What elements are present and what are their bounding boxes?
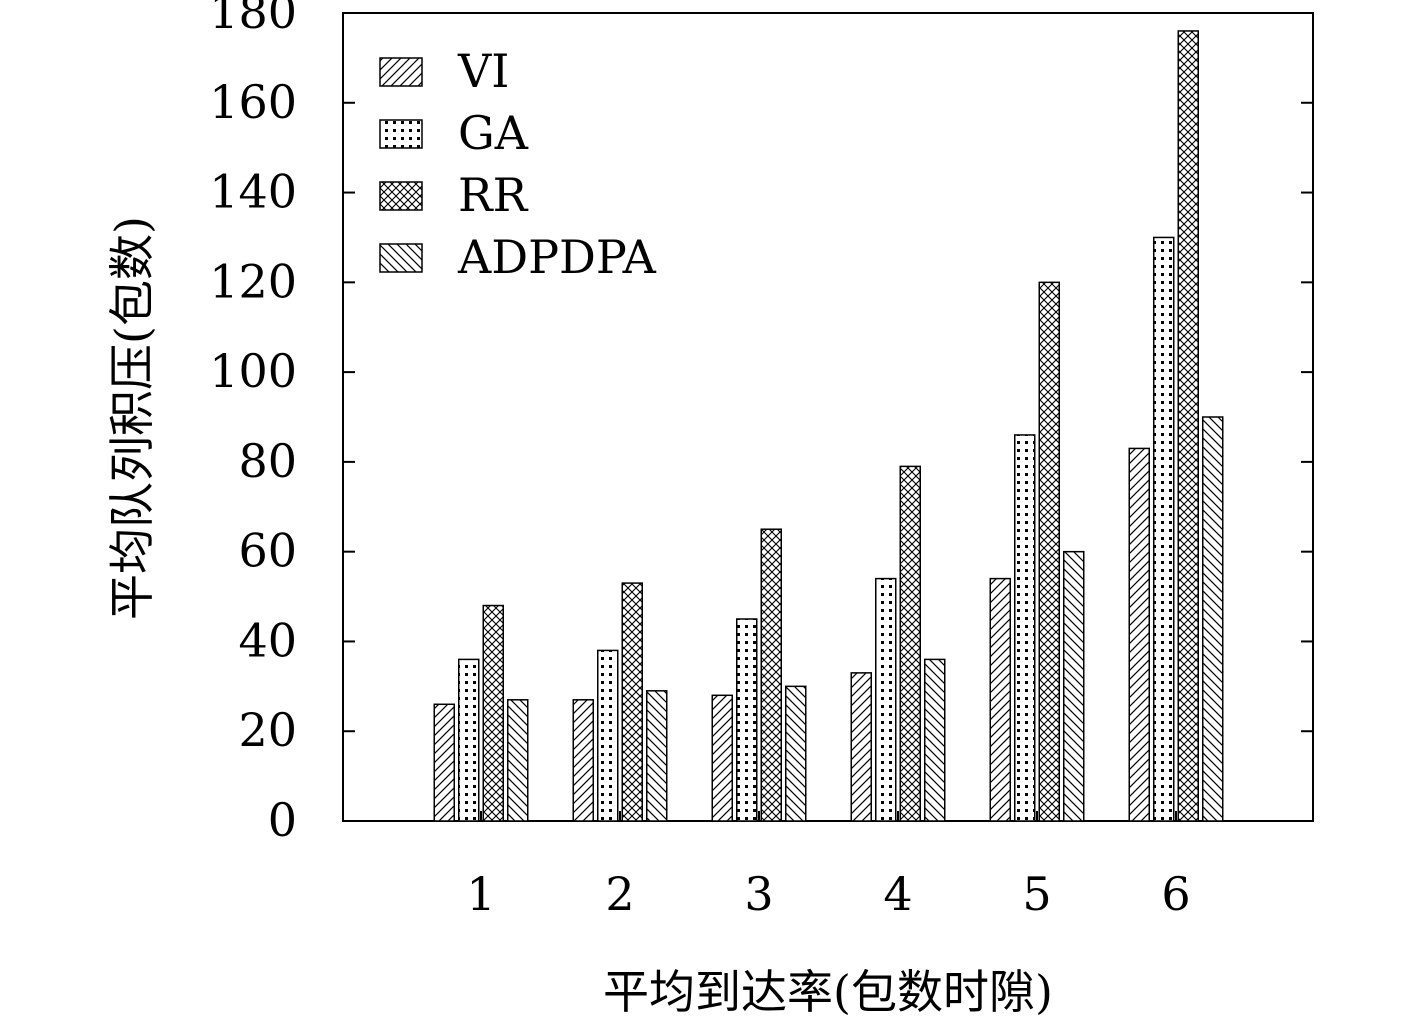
bar-adpdpa-1 bbox=[507, 699, 529, 822]
bar-adpdpa-6 bbox=[1202, 416, 1224, 822]
bar-vi-3 bbox=[711, 694, 733, 822]
bar-rr-5 bbox=[1038, 281, 1060, 822]
bar-vi-2 bbox=[572, 699, 594, 822]
x-tick-label: 4 bbox=[883, 867, 912, 921]
bars bbox=[433, 30, 1224, 822]
bar-ga-1 bbox=[458, 658, 480, 822]
bar-adpdpa-5 bbox=[1063, 550, 1085, 822]
legend-swatch-vi bbox=[379, 57, 423, 87]
bar-vi-4 bbox=[850, 672, 872, 822]
x-tick-label: 1 bbox=[466, 867, 495, 921]
y-axis-label: 平均队列积压(包数) bbox=[105, 216, 159, 620]
y-tick-label: 80 bbox=[238, 434, 297, 488]
bar-rr-4 bbox=[899, 465, 921, 822]
y-tick-label: 120 bbox=[209, 254, 297, 308]
legend-label-vi: VI bbox=[457, 44, 509, 98]
legend-swatch-adpdpa bbox=[379, 243, 423, 273]
bar-vi-1 bbox=[433, 703, 455, 822]
y-tick-label: 140 bbox=[209, 165, 297, 219]
bar-vi-6 bbox=[1128, 447, 1150, 822]
plot-frame bbox=[342, 12, 1314, 822]
legend-label-adpdpa: ADPDPA bbox=[457, 230, 657, 284]
bar-rr-1 bbox=[482, 604, 504, 822]
y-tick-label: 40 bbox=[238, 613, 297, 667]
legend: VI GA RR ADPDPA bbox=[379, 44, 657, 284]
x-tick-label: 6 bbox=[1161, 867, 1190, 921]
bar-rr-3 bbox=[760, 528, 782, 822]
legend-label-rr: RR bbox=[458, 168, 529, 222]
bar-rr-2 bbox=[621, 582, 643, 822]
y-tick-label: 180 bbox=[209, 0, 297, 39]
y-tick-label: 0 bbox=[268, 793, 297, 847]
y-tick-label: 160 bbox=[209, 75, 297, 129]
bar-adpdpa-4 bbox=[924, 658, 946, 822]
bar-ga-2 bbox=[597, 649, 619, 822]
y-axis: 0 20 40 60 80 100 120 140 160 180 bbox=[209, 0, 1313, 847]
bar-ga-4 bbox=[875, 577, 897, 822]
x-tick-label: 5 bbox=[1022, 867, 1051, 921]
legend-label-ga: GA bbox=[458, 106, 529, 160]
bar-vi-5 bbox=[989, 577, 1011, 822]
bar-adpdpa-3 bbox=[785, 685, 807, 822]
bar-rr-6 bbox=[1177, 30, 1199, 822]
y-tick-label: 20 bbox=[238, 703, 297, 757]
x-tick-label: 2 bbox=[605, 867, 634, 921]
bar-ga-5 bbox=[1014, 434, 1036, 822]
bar-ga-3 bbox=[736, 618, 758, 822]
legend-swatch-rr bbox=[379, 181, 423, 211]
bar-ga-6 bbox=[1153, 236, 1175, 822]
x-axis-label: 平均到达率(包数时隙) bbox=[603, 965, 1053, 1019]
x-tick-label: 3 bbox=[744, 867, 773, 921]
y-tick-label: 60 bbox=[238, 524, 297, 578]
y-tick-label: 100 bbox=[209, 344, 297, 398]
x-axis: 1 2 3 4 5 6 bbox=[466, 811, 1191, 921]
legend-swatch-ga bbox=[379, 119, 423, 149]
bar-adpdpa-2 bbox=[646, 690, 668, 822]
